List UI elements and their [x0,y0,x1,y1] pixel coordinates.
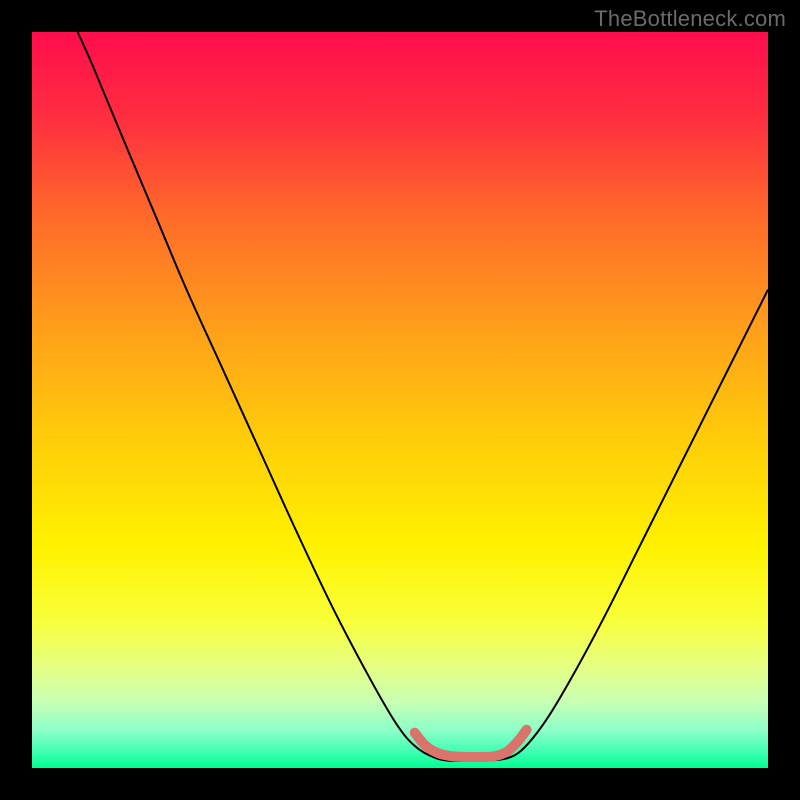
bottleneck-chart [0,0,800,800]
chart-frame: TheBottleneck.com [0,0,800,800]
plot-background [32,32,768,768]
watermark-label: TheBottleneck.com [594,6,786,32]
